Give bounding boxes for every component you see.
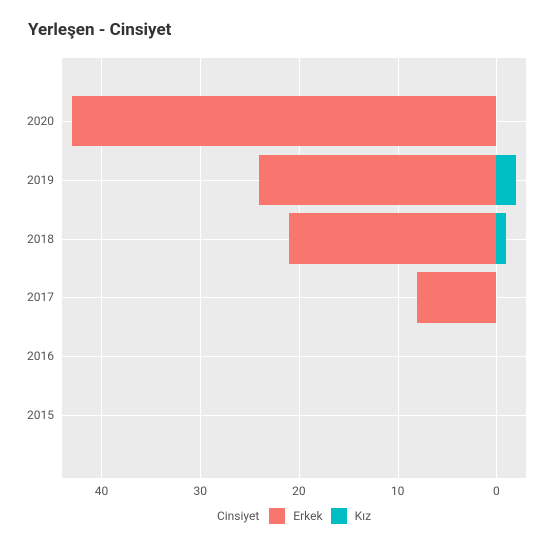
y-tick-label: 2017 <box>27 290 54 304</box>
chart-title: Yerleşen - Cinsiyet <box>28 20 526 40</box>
y-tick-label: 2018 <box>27 232 54 246</box>
legend-swatch-kiz <box>331 508 347 524</box>
legend-label-kiz: Kız <box>355 509 371 523</box>
hgridline <box>62 415 526 416</box>
bar-erkek-2020 <box>72 96 497 147</box>
legend-swatch-erkek <box>269 508 285 524</box>
x-tick-label: 20 <box>292 484 306 498</box>
bar-erkek-2019 <box>259 155 496 206</box>
y-tick-label: 2015 <box>27 408 54 422</box>
y-tick-label: 2019 <box>27 173 54 187</box>
bar-erkek-2017 <box>417 272 496 323</box>
x-tick-label: 0 <box>493 484 500 498</box>
x-tick-label: 30 <box>193 484 207 498</box>
legend: Cinsiyet Erkek Kız <box>62 508 526 524</box>
x-tick-label: 10 <box>391 484 405 498</box>
bar-kız-2019 <box>496 155 516 206</box>
x-tick-label: 40 <box>95 484 109 498</box>
chart-container: Yerleşen - Cinsiyet 40302010020202019201… <box>0 0 550 550</box>
legend-title: Cinsiyet <box>217 509 259 523</box>
legend-label-erkek: Erkek <box>293 509 322 523</box>
y-tick-label: 2020 <box>27 114 54 128</box>
plot-area: 403020100202020192018201720162015 <box>62 58 526 478</box>
bar-erkek-2018 <box>289 213 496 264</box>
bar-kız-2018 <box>496 213 506 264</box>
y-tick-label: 2016 <box>27 349 54 363</box>
hgridline <box>62 356 526 357</box>
